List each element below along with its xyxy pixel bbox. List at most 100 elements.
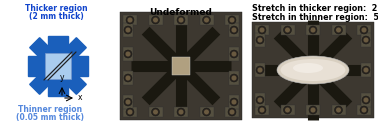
Bar [255,25,269,35]
Polygon shape [48,36,68,53]
Polygon shape [61,38,86,63]
Circle shape [258,106,266,114]
Circle shape [228,16,236,24]
Text: Stretch in thinner region:  5.56: Stretch in thinner region: 5.56 [252,13,378,22]
Bar [123,15,137,25]
Circle shape [257,68,262,72]
Bar [255,33,265,47]
Circle shape [230,74,238,82]
Circle shape [204,18,209,23]
Circle shape [230,50,238,58]
Circle shape [257,98,262,102]
Ellipse shape [280,59,345,81]
Circle shape [124,50,132,58]
Bar [225,107,239,117]
Circle shape [335,26,342,34]
Circle shape [310,27,316,33]
Circle shape [153,109,158,115]
Polygon shape [30,38,55,63]
Bar [172,57,190,75]
Circle shape [177,16,185,24]
Text: x: x [78,93,82,102]
Bar [306,25,320,35]
Circle shape [203,16,211,24]
Circle shape [126,108,134,116]
Circle shape [364,98,369,102]
Bar [229,95,239,109]
Bar [361,93,371,107]
Bar [229,47,239,61]
Circle shape [309,26,317,34]
Circle shape [125,52,130,56]
Circle shape [229,109,234,115]
Bar [357,25,371,35]
Circle shape [361,27,367,33]
Bar [255,93,265,107]
Circle shape [258,26,266,34]
Bar [361,33,371,47]
Circle shape [362,36,370,44]
Text: Stretch in thicker region:  2.55: Stretch in thicker region: 2.55 [252,4,378,13]
Bar [225,15,239,25]
Bar [252,22,374,118]
Polygon shape [30,69,55,94]
Bar [200,107,214,117]
Circle shape [260,27,265,33]
Circle shape [284,106,291,114]
Bar [149,107,163,117]
Circle shape [231,52,237,56]
Circle shape [335,106,342,114]
Circle shape [152,16,160,24]
Polygon shape [28,56,45,76]
Circle shape [230,26,238,34]
Circle shape [361,107,367,113]
Circle shape [336,27,341,33]
Ellipse shape [277,56,349,84]
Circle shape [285,27,290,33]
Bar [174,15,188,25]
Circle shape [285,107,290,113]
Circle shape [260,107,265,113]
Bar [123,71,133,85]
Circle shape [127,18,133,23]
Circle shape [228,108,236,116]
Text: (2 mm thick): (2 mm thick) [29,12,84,21]
Circle shape [336,107,341,113]
Circle shape [153,18,158,23]
Circle shape [284,26,291,34]
Bar [123,47,133,61]
Circle shape [124,74,132,82]
Circle shape [362,66,370,74]
Circle shape [178,18,183,23]
Circle shape [204,109,209,115]
Circle shape [124,98,132,106]
Circle shape [256,96,264,104]
Circle shape [257,38,262,42]
Circle shape [127,109,133,115]
Ellipse shape [293,63,323,73]
Text: Thinner region: Thinner region [18,105,82,114]
Circle shape [152,108,160,116]
Bar [149,15,163,25]
Bar [357,105,371,115]
Circle shape [124,26,132,34]
Circle shape [178,109,183,115]
Circle shape [126,16,134,24]
Circle shape [364,68,369,72]
Circle shape [360,26,368,34]
Circle shape [256,66,264,74]
Circle shape [177,108,185,116]
Circle shape [309,106,317,114]
Bar [123,95,133,109]
Bar [361,63,371,77]
Text: Undeformed: Undeformed [150,8,212,17]
Circle shape [362,96,370,104]
Circle shape [125,75,130,81]
Text: Thicker region: Thicker region [25,4,87,13]
Bar [229,71,239,85]
Circle shape [256,36,264,44]
Bar [45,53,71,79]
Bar [280,105,294,115]
Bar [306,105,320,115]
Bar [255,63,265,77]
